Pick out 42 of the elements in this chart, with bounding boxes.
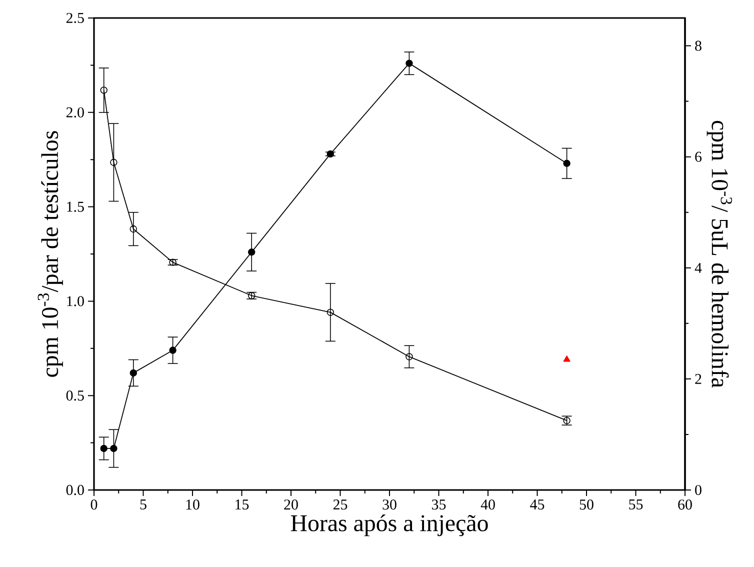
x-tick-label: 35 (432, 500, 446, 510)
point (406, 353, 413, 360)
x-tick-label: 5 (140, 500, 146, 510)
y-tick-label: 2.5 (66, 12, 84, 24)
x-tick-label: 15 (236, 500, 249, 510)
x-tick-label: 10 (186, 500, 200, 510)
point (326, 308, 334, 316)
x-tick-label: 50 (580, 500, 594, 510)
y-tick-label: 1.5 (67, 202, 84, 212)
x-tick-label: 55 (629, 500, 643, 510)
point (169, 258, 176, 266)
y-tick-label: 0.0 (66, 484, 84, 496)
y2-tick-label: 4 (694, 262, 702, 273)
y-tick-label: 0.5 (66, 390, 84, 401)
x-tick-label: 20 (284, 500, 298, 510)
point (248, 292, 256, 300)
point (248, 248, 256, 256)
x-axis-title: Horas após a injeção (290, 514, 488, 536)
y2-axis-title: cpm 10$^{-3}$/ 5uL de hemolinfa (706, 120, 732, 388)
y2-tick-label: 8 (695, 40, 702, 51)
point (406, 60, 413, 67)
point (110, 158, 118, 166)
x-tick-label: 0 (90, 500, 98, 510)
point (130, 369, 137, 377)
point (130, 225, 137, 233)
x-tick-label: 60 (678, 500, 692, 510)
y2-tick-label: 2 (695, 374, 702, 384)
x-tick-label: 30 (382, 500, 396, 510)
point (563, 160, 570, 167)
y-tick-label: 2.0 (66, 107, 84, 118)
point (100, 444, 108, 452)
point (563, 356, 570, 362)
y2-tick-label: 0 (695, 484, 702, 496)
point (169, 346, 176, 354)
x-tick-label: 40 (480, 500, 495, 510)
y-tick-label: 1.0 (67, 296, 84, 306)
x-tick-label: 25 (333, 500, 348, 510)
point (100, 86, 108, 94)
y2-tick-label: 6 (695, 152, 702, 162)
x-tick-label: 45 (530, 500, 544, 510)
point (110, 444, 118, 452)
y-axis-title: cpm 10$^{-3}$/par de testículos (38, 131, 63, 377)
